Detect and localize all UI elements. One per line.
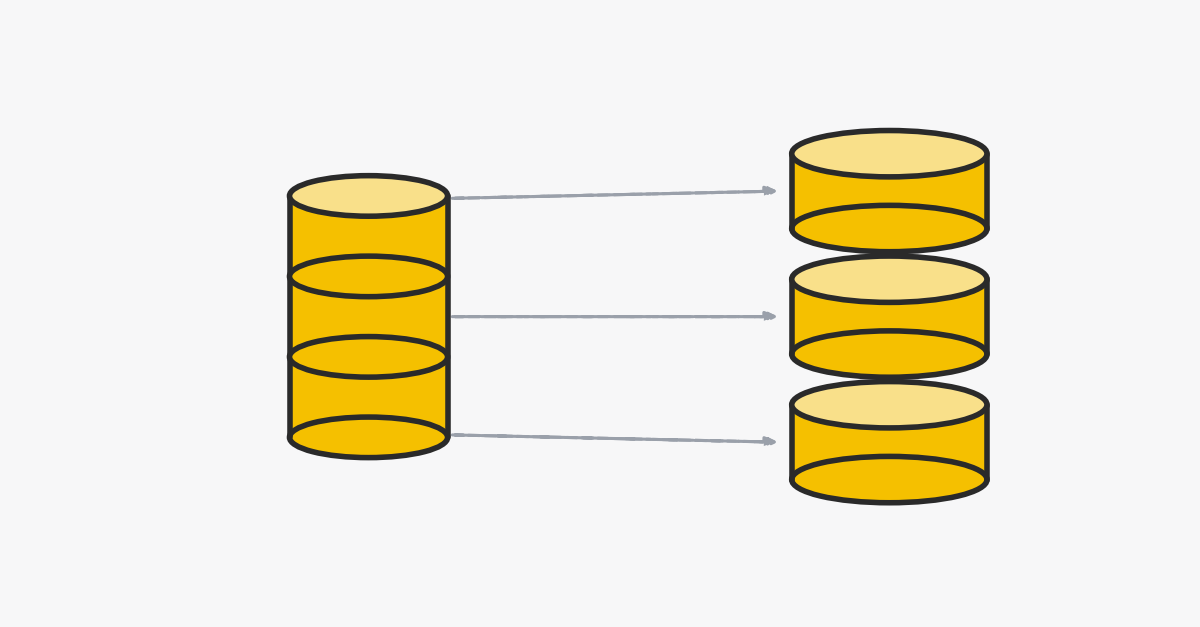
Polygon shape: [792, 154, 986, 228]
Ellipse shape: [289, 417, 448, 458]
Ellipse shape: [792, 130, 986, 177]
Ellipse shape: [792, 256, 986, 302]
Ellipse shape: [289, 176, 448, 216]
Ellipse shape: [792, 382, 986, 428]
Polygon shape: [792, 279, 986, 354]
Polygon shape: [792, 405, 986, 480]
Ellipse shape: [289, 337, 448, 377]
Ellipse shape: [792, 331, 986, 377]
Ellipse shape: [289, 256, 448, 297]
Ellipse shape: [792, 206, 986, 251]
Polygon shape: [289, 196, 448, 438]
Ellipse shape: [792, 456, 986, 503]
